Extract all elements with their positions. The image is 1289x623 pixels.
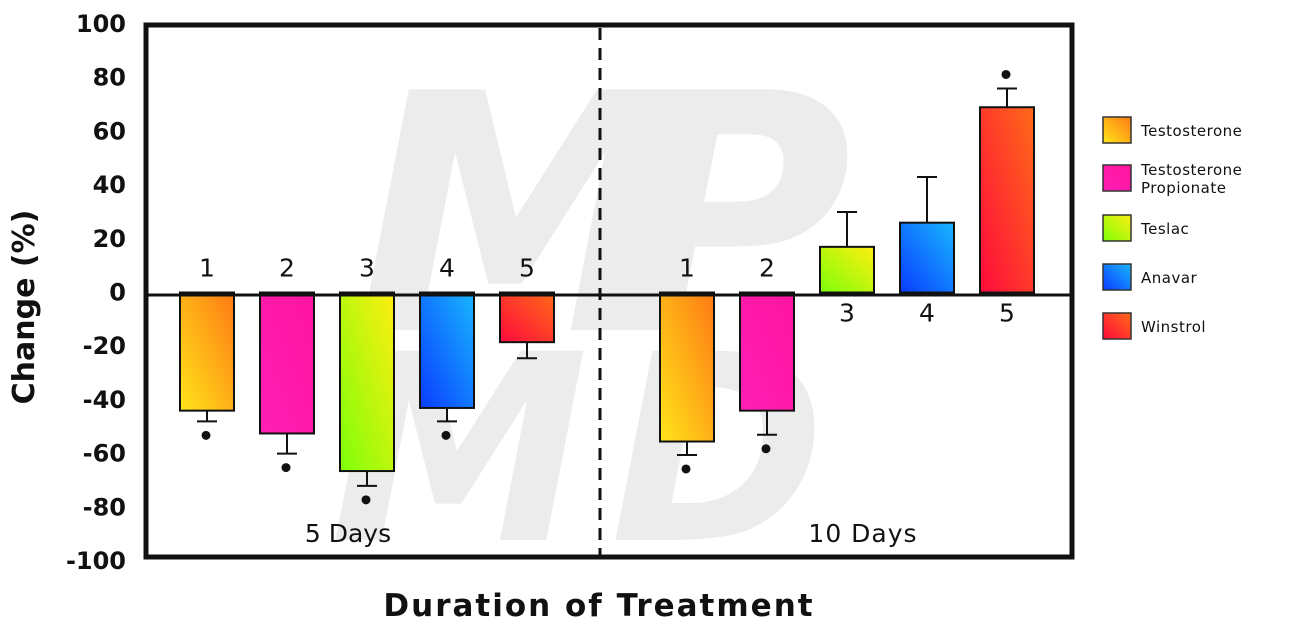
legend-swatch [1102,263,1132,291]
y-tick-label: 80 [93,64,126,92]
bar-anavar [419,291,475,409]
bar-testosterone-propionate [259,291,315,435]
bar-number-label: 2 [279,254,295,283]
y-axis-title: Change (%) [7,210,42,405]
y-tick-label: -20 [83,332,126,360]
group-label-10-days: 10 Days [808,519,917,548]
legend-label: Anavar [1141,269,1198,287]
significance-dot [361,495,371,505]
legend-label: Winstrol [1141,318,1206,336]
significance-dot [441,430,451,440]
legend-label: Teslac [1140,220,1189,238]
legend-swatch [1102,312,1132,340]
y-tick-label: -100 [66,547,126,575]
significance-dot [281,463,291,473]
bar-number-label: 1 [679,254,695,283]
plot-frame [143,22,1075,560]
legend-label: Testosterone [1140,161,1242,179]
bar-teslac [819,245,875,294]
significance-dot [201,430,211,440]
x-axis-title: Duration of Treatment [383,588,814,623]
y-tick-label: 20 [93,225,126,253]
legend: TestosteroneTestosteronePropionateTeslac… [1102,116,1242,340]
bars-layer: 1 2 3 4 5 1 2 3 4 5 [179,69,1035,505]
y-tick-label: -80 [83,493,126,521]
bar-testosterone-propionate [739,291,795,412]
bar-winstrol [499,291,555,344]
significance-dot [1001,69,1011,79]
y-tick-label: 100 [76,10,126,38]
bar-number-label: 3 [839,299,855,328]
y-tick-label: 60 [93,117,126,145]
legend-swatch [1102,164,1132,192]
bar-winstrol [979,106,1035,294]
bar-number-label: 5 [519,254,535,283]
y-tick-label: 0 [109,279,126,307]
bar-number-label: 1 [199,254,215,283]
bar-number-label: 4 [919,299,935,328]
bar-number-label: 2 [759,254,775,283]
y-tick-label: -60 [83,440,126,468]
bar-teslac [339,291,395,473]
significance-dot [681,464,691,474]
significance-dot [761,444,771,454]
svg-text:P: P [610,24,852,408]
svg-text:M: M [355,24,683,408]
y-tick-label: 40 [93,171,126,199]
bar-anavar [899,221,955,294]
legend-label: Propionate [1141,179,1226,197]
bar-number-label: 5 [999,299,1015,328]
bar-testosterone [179,291,235,412]
y-axis-ticks: 100 80 60 40 20 0 -20 -40 -60 -80 -100 [66,10,126,575]
bar-number-label: 4 [439,254,455,283]
legend-label: Testosterone [1140,122,1242,140]
bar-number-label: 3 [359,254,375,283]
group-label-5-days: 5 Days [305,519,391,548]
bar-testosterone [659,291,715,443]
legend-swatch [1102,116,1132,144]
y-tick-label: -40 [83,386,126,414]
legend-swatch [1102,214,1132,242]
